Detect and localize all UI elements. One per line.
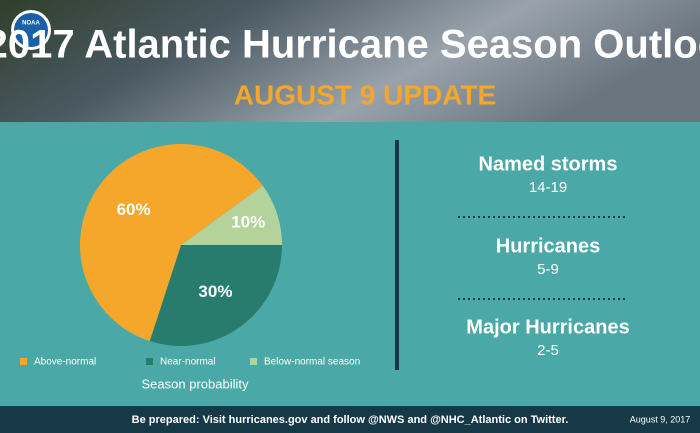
footer-text: Be prepared: Visit hurricanes.gov and fo… (132, 414, 569, 426)
slice-label: 60% (117, 200, 151, 219)
stat-value: 14-19 (529, 179, 567, 196)
slice-label: 10% (231, 213, 265, 232)
slice-label: 30% (198, 282, 232, 301)
logo-text: NOAA (22, 21, 40, 27)
stat-label: Named storms (479, 153, 618, 175)
header-background (0, 0, 700, 122)
pie-slice (149, 245, 282, 346)
subtitle: AUGUST 9 UPDATE (234, 79, 496, 110)
legend-label: Below-normal season (264, 357, 360, 368)
legend-swatch (146, 358, 153, 365)
logo (14, 13, 48, 47)
footer-background (0, 406, 700, 433)
legend-label: Above-normal (34, 357, 96, 368)
stat-value: 2-5 (537, 342, 559, 359)
pie-slice (181, 185, 282, 245)
title: 2017 Atlantic Hurricane Season Outlook (0, 23, 700, 67)
legend-label: Near-normal (160, 357, 216, 368)
stat-value: 5-9 (537, 261, 559, 278)
legend-swatch (250, 358, 257, 365)
footer-date: August 9, 2017 (630, 414, 691, 424)
stat-label: Hurricanes (496, 235, 601, 257)
divider (395, 140, 399, 370)
caption: Season probability (142, 376, 249, 391)
stat-label: Major Hurricanes (466, 316, 629, 338)
pie-slice (80, 143, 263, 342)
legend-swatch (20, 358, 27, 365)
